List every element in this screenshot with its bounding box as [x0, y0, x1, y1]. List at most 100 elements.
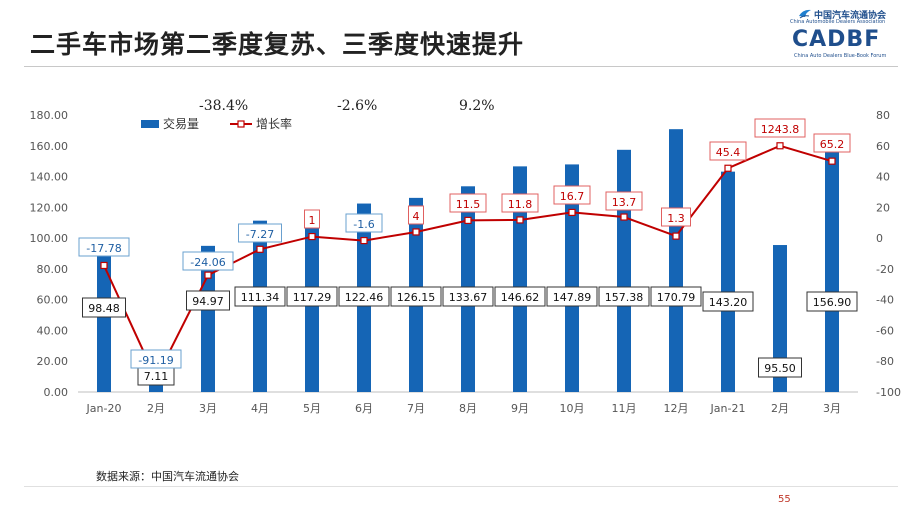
- legend-label-rate: 增长率: [256, 116, 292, 131]
- category-label: 6月: [355, 402, 373, 415]
- category-label: Jan-21: [710, 402, 746, 415]
- legend-line-marker: [237, 120, 245, 128]
- rate-data-label: -7.27: [246, 228, 274, 241]
- rate-data-label: -17.78: [86, 242, 121, 255]
- volume-bar: [773, 245, 787, 392]
- volume-label-box: [186, 290, 230, 311]
- slide-title: 二手车市场第二季度复苏、三季度快速提升: [30, 30, 525, 59]
- volume-data-label: 122.46: [345, 291, 384, 304]
- right-axis-tick-label: 60: [876, 140, 890, 153]
- volume-data-label: 170.79: [657, 291, 696, 304]
- volume-data-label: 7.11: [144, 370, 169, 383]
- right-axis-tick-label: -100: [876, 386, 901, 399]
- growth-rate-marker: [204, 271, 212, 279]
- category-label: 4月: [251, 402, 269, 415]
- rate-data-label: 1.3: [667, 212, 685, 225]
- volume-bar: [825, 150, 839, 392]
- growth-rate-marker: [672, 232, 680, 240]
- left-axis-tick-label: 160.00: [30, 140, 69, 153]
- category-label: 8月: [459, 402, 477, 415]
- right-axis-tick-label: -60: [876, 324, 894, 337]
- left-axis-tick-label: 60.00: [37, 294, 69, 307]
- category-label: 10月: [560, 402, 585, 415]
- volume-label-box: [598, 286, 650, 307]
- left-axis-tick-label: 0.00: [44, 386, 69, 399]
- growth-rate-marker: [412, 228, 420, 236]
- rate-data-label: -91.19: [138, 354, 173, 367]
- volume-label-box: [338, 286, 390, 307]
- rate-label-box: [501, 193, 539, 213]
- rate-data-label: 65.2: [820, 138, 845, 151]
- quarter-note-q2: -2.6%: [337, 98, 378, 114]
- bird-logo-icon: [799, 9, 811, 19]
- rate-label-box: [605, 191, 643, 211]
- right-axis-tick-label: -40: [876, 294, 894, 307]
- growth-rate-marker: [516, 216, 524, 224]
- logo-cn-name: 中国汽车流通协会: [814, 11, 887, 21]
- volume-bar: [669, 129, 683, 393]
- growth-rate-marker: [100, 261, 108, 270]
- volume-label-box: [650, 286, 702, 307]
- left-axis-tick-label: 40.00: [37, 324, 69, 337]
- rate-data-label: 11.5: [456, 198, 481, 211]
- right-axis-tick-label: 40: [876, 171, 890, 184]
- category-label: Jan-20: [86, 402, 122, 415]
- rate-data-label: -24.06: [190, 256, 225, 269]
- quarter-note-q1: -38.4%: [199, 98, 249, 114]
- category-label: 5月: [303, 402, 321, 415]
- legend-label-volume: 交易量: [163, 116, 199, 131]
- category-label: 11月: [612, 402, 637, 415]
- growth-rate-marker: [828, 157, 836, 165]
- volume-label-box: [390, 286, 442, 307]
- rate-label-box: [182, 251, 234, 271]
- rate-data-label: 4: [413, 210, 420, 223]
- rate-data-label: -1.6: [353, 218, 374, 231]
- category-label: 7月: [407, 402, 425, 415]
- rate-label-box: [78, 237, 130, 257]
- growth-rate-marker: [776, 142, 784, 150]
- volume-data-label: 147.89: [553, 291, 592, 304]
- page-number: 55: [778, 494, 791, 505]
- volume-data-label: 146.62: [501, 291, 540, 304]
- rate-label-box: [449, 193, 487, 213]
- left-axis-tick-label: 180.00: [30, 109, 69, 122]
- volume-data-label: 133.67: [449, 291, 488, 304]
- rate-data-label: 13.7: [612, 196, 637, 209]
- right-axis-tick-label: 20: [876, 201, 890, 214]
- right-axis-tick-label: -80: [876, 355, 894, 368]
- volume-data-label: 98.48: [88, 302, 120, 315]
- volume-data-label: 94.97: [192, 295, 224, 308]
- rate-label-box: [661, 207, 691, 227]
- volume-data-label: 143.20: [709, 296, 748, 309]
- category-label: 3月: [823, 402, 841, 415]
- rate-label-box: [754, 118, 806, 138]
- category-label: 2月: [147, 402, 165, 415]
- logo-forum: China Auto Dealers Blue-Book Forum: [794, 53, 887, 59]
- rate-label-box: [709, 141, 747, 161]
- volume-bar: [149, 381, 163, 392]
- volume-label-box: [286, 286, 338, 307]
- category-label: 2月: [771, 402, 789, 415]
- volume-label-box: [494, 286, 546, 307]
- right-axis-tick-label: -20: [876, 263, 894, 276]
- quarter-note-q3: 9.2%: [459, 98, 495, 114]
- volume-data-label: 95.50: [764, 362, 796, 375]
- volume-bar: [617, 149, 631, 392]
- rate-label-box: [238, 223, 282, 243]
- category-label: 12月: [664, 402, 689, 415]
- left-axis-tick-label: 100.00: [30, 232, 69, 245]
- right-axis-tick-label: 80: [876, 109, 890, 122]
- volume-data-label: 117.29: [293, 291, 332, 304]
- category-label: 3月: [199, 402, 217, 415]
- volume-label-box: [234, 286, 286, 307]
- left-axis-tick-label: 120.00: [30, 201, 69, 214]
- volume-data-label: 157.38: [605, 291, 644, 304]
- cada-logo: 中国汽车流通协会 China Automobile Dealers Associ…: [790, 6, 898, 62]
- volume-label-box: [546, 286, 598, 307]
- volume-bar: [721, 171, 735, 392]
- left-axis-tick-label: 80.00: [37, 263, 69, 276]
- rate-data-label: 11.8: [508, 198, 533, 211]
- volume-bar: [565, 164, 579, 392]
- rate-data-label: 16.7: [560, 190, 585, 203]
